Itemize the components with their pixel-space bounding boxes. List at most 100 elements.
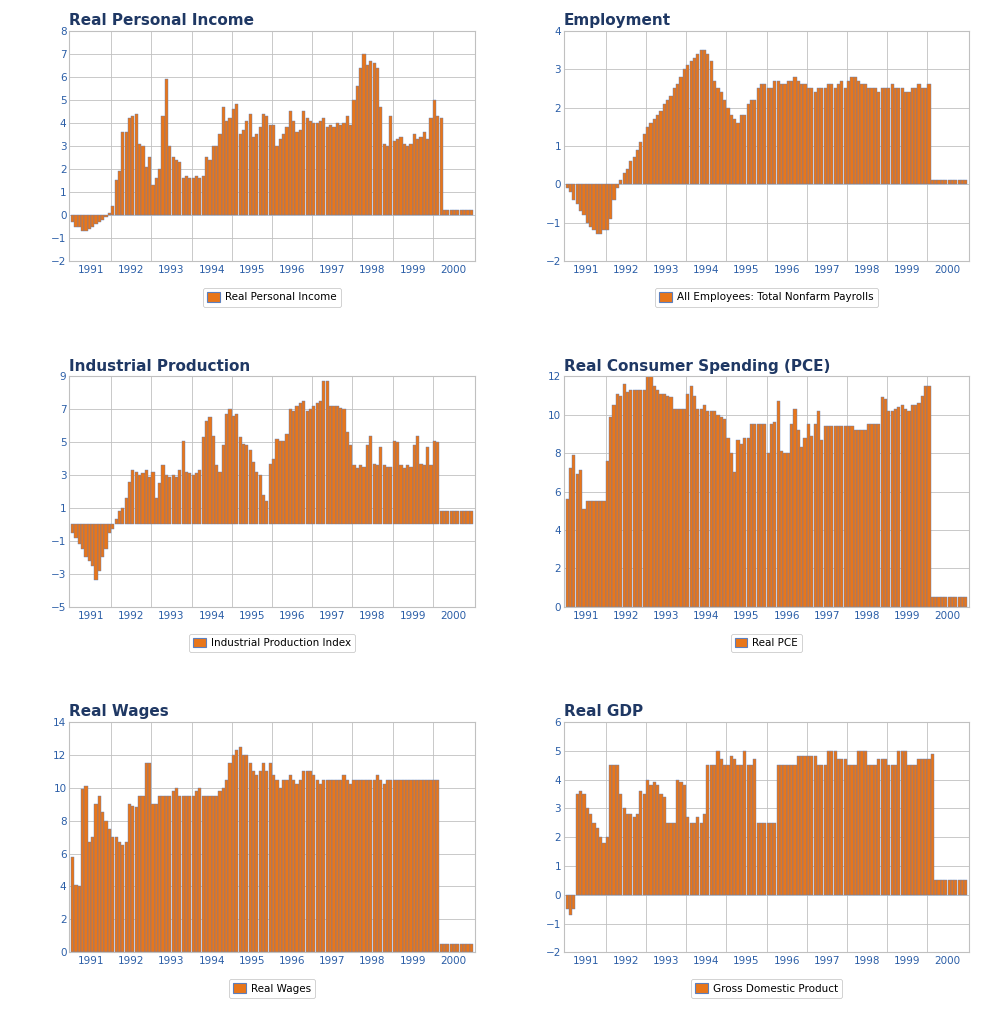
Bar [175,787,178,952]
Bar [303,401,306,524]
Bar [964,881,967,895]
Bar [757,822,760,895]
Bar [269,125,272,215]
Bar [877,92,880,184]
Text: Industrial Production: Industrial Production [69,358,250,374]
Bar [289,410,292,524]
Bar [339,408,342,524]
Bar [289,774,292,952]
Bar [646,127,649,184]
Bar [633,390,636,606]
Bar [716,88,720,184]
Bar [286,127,289,215]
Bar [874,88,877,184]
Bar [265,771,268,952]
Bar [369,60,373,215]
Bar [807,424,810,606]
Bar [636,814,639,895]
Bar [860,430,863,606]
Bar [723,765,726,895]
Bar [400,465,403,524]
Bar [202,437,205,524]
Bar [646,376,649,606]
Bar [803,85,807,184]
Bar [569,184,572,193]
Bar [318,121,322,215]
Bar [696,817,699,895]
Bar [356,779,359,952]
Bar [215,796,219,952]
Bar [639,390,643,606]
Bar [446,511,449,524]
Bar [422,779,426,952]
Bar [178,162,181,215]
Bar [666,822,670,895]
Bar [726,765,730,895]
Bar [309,121,313,215]
Bar [743,116,747,184]
Bar [450,511,453,524]
Bar [750,100,753,184]
Bar [941,180,944,184]
Bar [723,100,726,184]
Bar [592,822,595,895]
Bar [393,440,396,524]
Bar [679,409,682,606]
Bar [231,416,235,524]
Bar [622,808,626,895]
Bar [379,779,383,952]
Bar [841,426,844,606]
Bar [412,445,416,524]
Bar [144,470,148,524]
Bar [814,757,817,895]
Bar [566,895,569,909]
Bar [422,132,426,215]
Bar [595,501,599,606]
Bar [422,465,426,524]
Bar [168,796,171,952]
Bar [78,215,81,226]
Bar [412,779,416,952]
Bar [793,77,796,184]
Bar [854,765,856,895]
Bar [844,426,847,606]
Bar [706,54,709,184]
Bar [111,524,115,529]
Bar [676,779,679,895]
Bar [573,895,576,909]
Bar [144,763,148,952]
Bar [760,424,764,606]
Bar [670,822,673,895]
Bar [629,814,632,895]
Bar [656,390,660,606]
Bar [807,757,810,895]
Bar [851,426,854,606]
Bar [212,796,215,952]
Bar [315,402,318,524]
Bar [710,411,713,606]
Bar [359,68,362,215]
Bar [238,746,241,952]
Bar [329,125,332,215]
Bar [125,498,128,524]
Bar [199,470,202,524]
Bar [764,85,766,184]
Bar [275,439,279,524]
Bar [740,443,743,606]
Bar [783,85,786,184]
Bar [219,134,222,215]
Bar [171,158,175,215]
Bar [111,206,115,215]
Bar [827,426,830,606]
Bar [450,211,453,215]
Bar [566,500,569,606]
Bar [185,176,188,215]
Bar [443,944,446,952]
Bar [699,409,703,606]
Bar [325,127,328,215]
Bar [830,751,834,895]
Bar [921,395,924,606]
Bar [585,501,588,606]
Bar [703,814,706,895]
Bar [356,86,359,215]
